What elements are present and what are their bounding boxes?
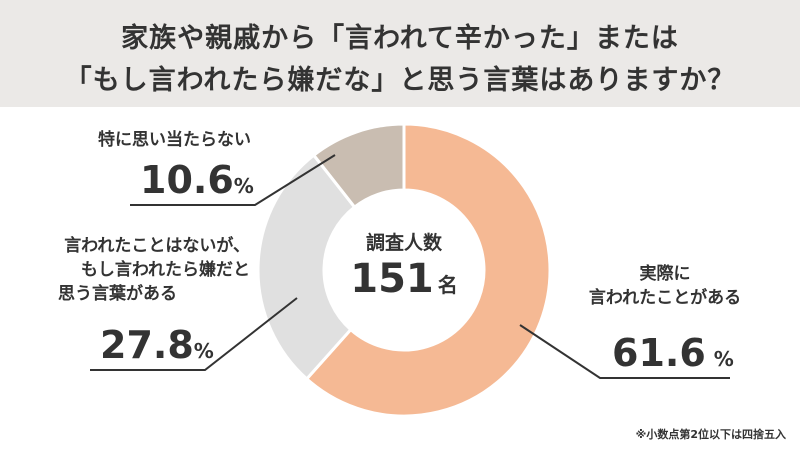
unit-text: % <box>193 339 214 363</box>
leader-line-slice-0 <box>519 324 730 379</box>
center-value: 151 <box>350 256 434 302</box>
slice-label-0-line: 実際に <box>639 264 691 284</box>
donut-slice-2 <box>311 122 406 210</box>
title-line-1: 家族や親戚から「言われて辛かった」または <box>121 23 679 54</box>
slice-label-1-line: もし言われたら嫌だと <box>80 260 250 280</box>
title-bar <box>0 0 800 107</box>
slice-label-0: 実際に 言われたことがある <box>570 262 760 310</box>
center-title: 調査人数 <box>365 232 442 254</box>
donut-slice-0 <box>304 122 552 418</box>
slice-label-2: 特に思い当たらない <box>98 128 251 152</box>
unit-text: % <box>233 174 254 198</box>
value-text: 10.6 <box>140 158 234 202</box>
leader-line-slice-1 <box>90 297 298 371</box>
slice-label-0-line: 言われたことがある <box>588 288 742 308</box>
value-text: 27.8 <box>100 323 194 367</box>
center-label: 調査人数 151 名 <box>324 230 484 302</box>
slice-value-0: 61.6% <box>612 333 734 373</box>
chart-title: 家族や親戚から「言われて辛かった」または 「もし言われたら嫌だな」と思う言葉はあ… <box>0 18 800 102</box>
slice-label-2-line: 特に思い当たらない <box>98 130 251 150</box>
title-line-2: 「もし言われたら嫌だな」と思う言葉はありますか？ <box>64 65 736 96</box>
slice-label-1-line: 言われたことはないが、 <box>64 236 250 256</box>
slice-label-1: 言われたことはないが、 もし言われたら嫌だと 思う言葉がある <box>40 234 250 306</box>
slice-value-2: 10.6% <box>140 160 254 200</box>
slice-label-1-line: 思う言葉がある <box>58 284 177 304</box>
center-unit: 名 <box>437 273 458 297</box>
footnote: ※小数点第2位以下は四捨五入 <box>635 428 786 441</box>
unit-text: % <box>713 347 734 371</box>
leader-line-slice-2 <box>130 154 336 206</box>
slice-value-1: 27.8% <box>100 325 214 365</box>
donut-slice-1 <box>256 153 357 382</box>
value-text: 61.6 <box>612 331 706 375</box>
